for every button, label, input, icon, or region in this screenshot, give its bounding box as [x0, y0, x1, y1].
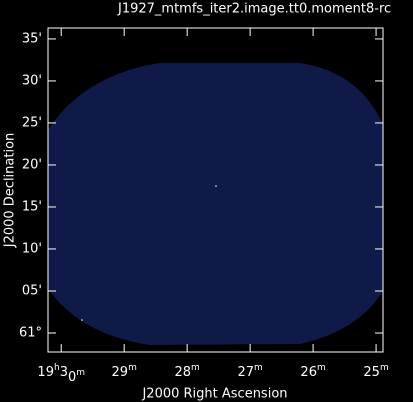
y-tick-label: 20'	[22, 157, 42, 172]
x-tick-label: 19h30m	[37, 363, 85, 385]
chart-title: J1927_mtmfs_iter2.image.tt0.moment8-rc	[117, 2, 391, 17]
x-tick-label: 25m	[363, 363, 388, 380]
y-tick-label: 05'	[22, 284, 42, 299]
y-tick-label: 25'	[22, 115, 42, 130]
pixel	[81, 319, 83, 321]
x-tick-label: 28m	[174, 363, 199, 380]
frame	[47, 27, 384, 353]
y-tick-label: 15'	[22, 199, 42, 214]
x-tick-label: 27m	[237, 363, 262, 380]
y-tick-label: 35'	[22, 31, 42, 46]
x-tick-label: 26m	[300, 363, 325, 380]
x-axis-label: J2000 Right Ascension	[141, 387, 287, 402]
y-tick-label: 61°	[19, 325, 42, 340]
pixel	[215, 185, 217, 187]
y-tick-label: 10'	[22, 241, 42, 256]
y-tick-label: 30'	[22, 73, 42, 88]
y-axis-label: J2000 Declination	[3, 133, 18, 249]
image-region	[48, 63, 383, 345]
x-tick-label: 29m	[112, 363, 137, 380]
